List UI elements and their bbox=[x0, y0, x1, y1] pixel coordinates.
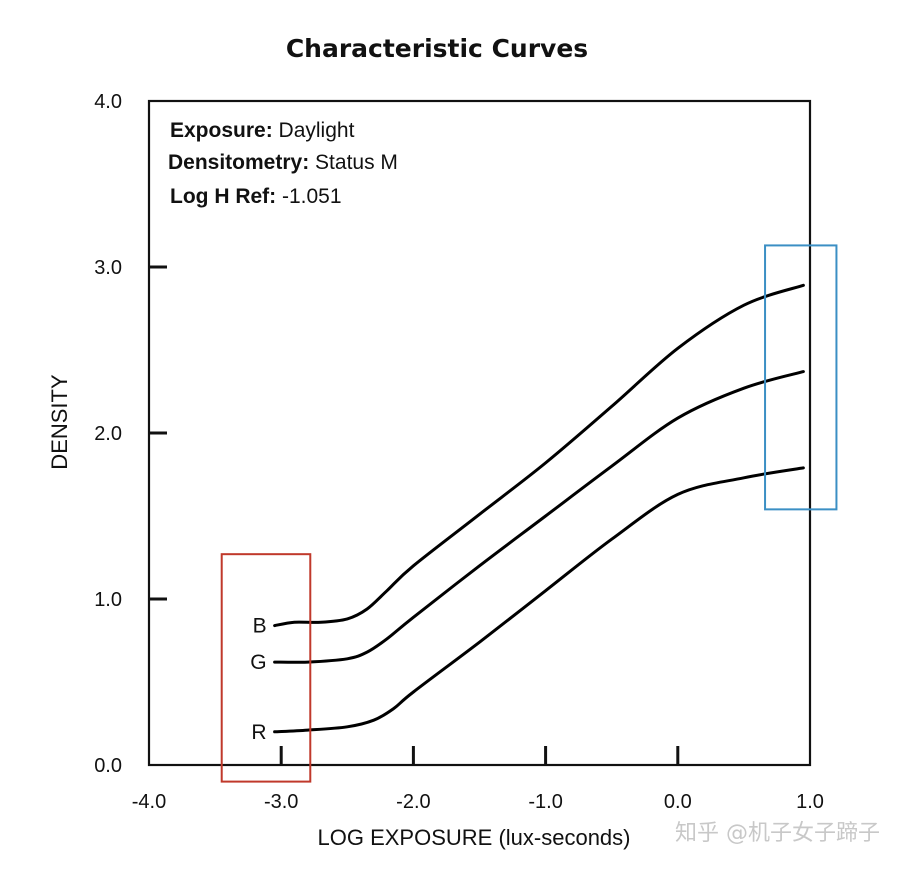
curve-r bbox=[273, 466, 805, 734]
x-tick-label: -3.0 bbox=[264, 791, 298, 813]
info-key-exposure: Exposure: bbox=[170, 119, 273, 142]
chart-title: Characteristic Curves bbox=[286, 34, 588, 63]
y-tick-label: 0.0 bbox=[94, 755, 122, 777]
info-line-logh: Log H Ref: -1.051 bbox=[170, 185, 342, 208]
y-tick-label: 3.0 bbox=[94, 257, 122, 279]
y-tick-label: 4.0 bbox=[94, 91, 122, 113]
info-line-exposure: Exposure: Daylight bbox=[170, 119, 355, 142]
x-tick-label: -2.0 bbox=[396, 791, 430, 813]
info-value-densitometry: Status M bbox=[315, 151, 398, 174]
info-key-densitometry: Densitometry: bbox=[168, 151, 309, 174]
curve-b bbox=[273, 283, 805, 628]
highlight-box-shoulder bbox=[764, 244, 838, 511]
info-line-densitometry: Densitometry: Status M bbox=[168, 151, 398, 174]
curve-g bbox=[273, 370, 805, 664]
y-tick-label: 1.0 bbox=[94, 589, 122, 611]
series-label-r: R bbox=[251, 721, 266, 744]
y-tick-label: 2.0 bbox=[94, 423, 122, 445]
y-axis-label: DENSITY bbox=[47, 374, 72, 470]
x-axis-label: LOG EXPOSURE (lux-seconds) bbox=[318, 825, 631, 850]
info-value-exposure: Daylight bbox=[279, 119, 355, 142]
watermark-text: 知乎 @机子女子蹄子 bbox=[675, 821, 880, 846]
series-label-g: G bbox=[250, 651, 266, 674]
x-tick-label: 0.0 bbox=[664, 791, 692, 813]
info-value-logh: -1.051 bbox=[282, 185, 342, 208]
info-box: Exposure: Daylight Densitometry: Status … bbox=[168, 119, 398, 208]
x-tick-label: 1.0 bbox=[796, 791, 824, 813]
highlight-box-toe bbox=[220, 553, 312, 783]
x-tick-label: -1.0 bbox=[528, 791, 562, 813]
info-key-logh: Log H Ref: bbox=[170, 185, 276, 208]
x-tick-label: -4.0 bbox=[132, 791, 166, 813]
series-label-b: B bbox=[253, 615, 267, 638]
